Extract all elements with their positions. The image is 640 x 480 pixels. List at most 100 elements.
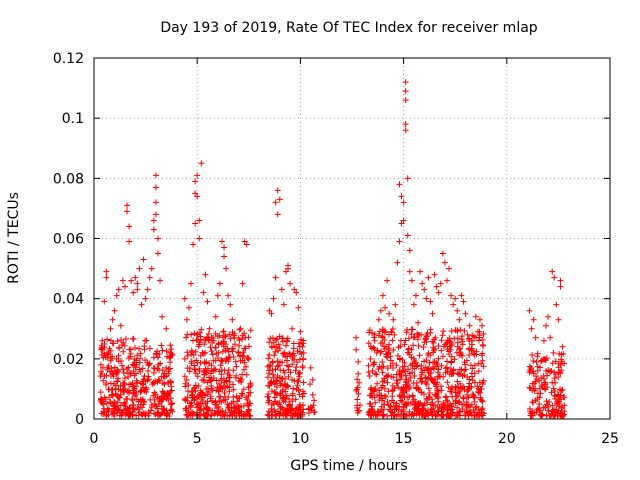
data-point xyxy=(222,333,229,340)
data-point xyxy=(245,392,252,399)
data-point xyxy=(115,394,122,401)
data-point xyxy=(449,406,456,413)
data-point xyxy=(444,358,451,365)
data-point xyxy=(276,333,283,340)
data-point xyxy=(202,271,209,278)
data-point xyxy=(150,369,157,376)
data-point xyxy=(471,412,478,419)
data-point xyxy=(188,347,195,354)
data-point xyxy=(140,256,147,263)
data-point xyxy=(194,172,201,179)
data-point xyxy=(307,381,314,388)
data-point xyxy=(460,383,467,390)
data-point xyxy=(203,409,210,416)
data-point xyxy=(450,301,457,308)
data-point xyxy=(210,337,217,344)
data-point xyxy=(409,326,416,333)
data-point xyxy=(452,389,459,396)
data-point xyxy=(159,313,166,320)
data-point xyxy=(443,364,450,371)
data-point xyxy=(285,265,292,272)
data-point xyxy=(167,388,174,395)
data-point xyxy=(108,391,115,398)
data-point xyxy=(217,362,224,369)
data-point xyxy=(366,329,373,336)
data-point xyxy=(533,376,540,383)
data-point xyxy=(272,348,279,355)
data-point xyxy=(370,361,377,368)
data-point xyxy=(272,366,279,373)
x-tick-label: 25 xyxy=(601,431,619,447)
data-point xyxy=(549,360,556,367)
data-point xyxy=(431,271,438,278)
data-point xyxy=(219,358,226,365)
data-point xyxy=(289,325,296,332)
data-point xyxy=(232,358,239,365)
data-point xyxy=(119,409,126,416)
data-point xyxy=(120,369,127,376)
data-point xyxy=(408,354,415,361)
data-point xyxy=(241,238,248,245)
data-point xyxy=(447,365,454,372)
data-point xyxy=(221,244,228,251)
data-point xyxy=(448,388,455,395)
data-point xyxy=(456,316,463,323)
data-point xyxy=(390,399,397,406)
data-point xyxy=(290,340,297,347)
data-point xyxy=(379,369,386,376)
data-point xyxy=(220,382,227,389)
data-point xyxy=(139,365,146,372)
data-point xyxy=(188,399,195,406)
data-point xyxy=(230,381,237,388)
data-point xyxy=(404,382,411,389)
data-point xyxy=(529,351,536,358)
data-point xyxy=(432,334,439,341)
data-point xyxy=(136,265,143,272)
data-point xyxy=(104,336,111,343)
data-point xyxy=(435,289,442,296)
data-point xyxy=(416,409,423,416)
data-point xyxy=(197,352,204,359)
data-point xyxy=(148,265,155,272)
data-point xyxy=(447,412,454,419)
data-point xyxy=(402,88,409,95)
data-point xyxy=(228,405,235,412)
data-point xyxy=(209,387,216,394)
data-point xyxy=(389,337,396,344)
data-point xyxy=(398,193,405,200)
data-point xyxy=(274,187,281,194)
data-point xyxy=(117,382,124,389)
data-point xyxy=(276,196,283,203)
data-point xyxy=(549,379,556,386)
data-point xyxy=(387,408,394,415)
data-point xyxy=(198,160,205,167)
data-point xyxy=(276,410,283,417)
data-point xyxy=(367,412,374,419)
data-point xyxy=(371,408,378,415)
data-point xyxy=(422,364,429,371)
data-point xyxy=(197,359,204,366)
data-point xyxy=(226,353,233,360)
y-tick-label: 0.06 xyxy=(53,232,84,248)
data-point xyxy=(293,289,300,296)
data-point xyxy=(382,304,389,311)
data-point xyxy=(150,217,157,224)
data-point xyxy=(557,277,564,284)
data-point xyxy=(188,280,195,287)
data-point xyxy=(384,277,391,284)
data-point xyxy=(427,401,434,408)
data-point xyxy=(209,407,216,414)
data-point xyxy=(271,352,278,359)
data-point xyxy=(167,401,174,408)
data-point xyxy=(238,378,245,385)
data-point xyxy=(464,331,471,338)
data-point xyxy=(151,410,158,417)
data-point xyxy=(440,353,447,360)
data-point xyxy=(396,368,403,375)
data-point xyxy=(448,341,455,348)
data-point xyxy=(398,220,405,227)
data-point xyxy=(294,378,301,385)
data-point xyxy=(297,407,304,414)
data-point xyxy=(266,351,273,358)
data-point xyxy=(425,374,432,381)
